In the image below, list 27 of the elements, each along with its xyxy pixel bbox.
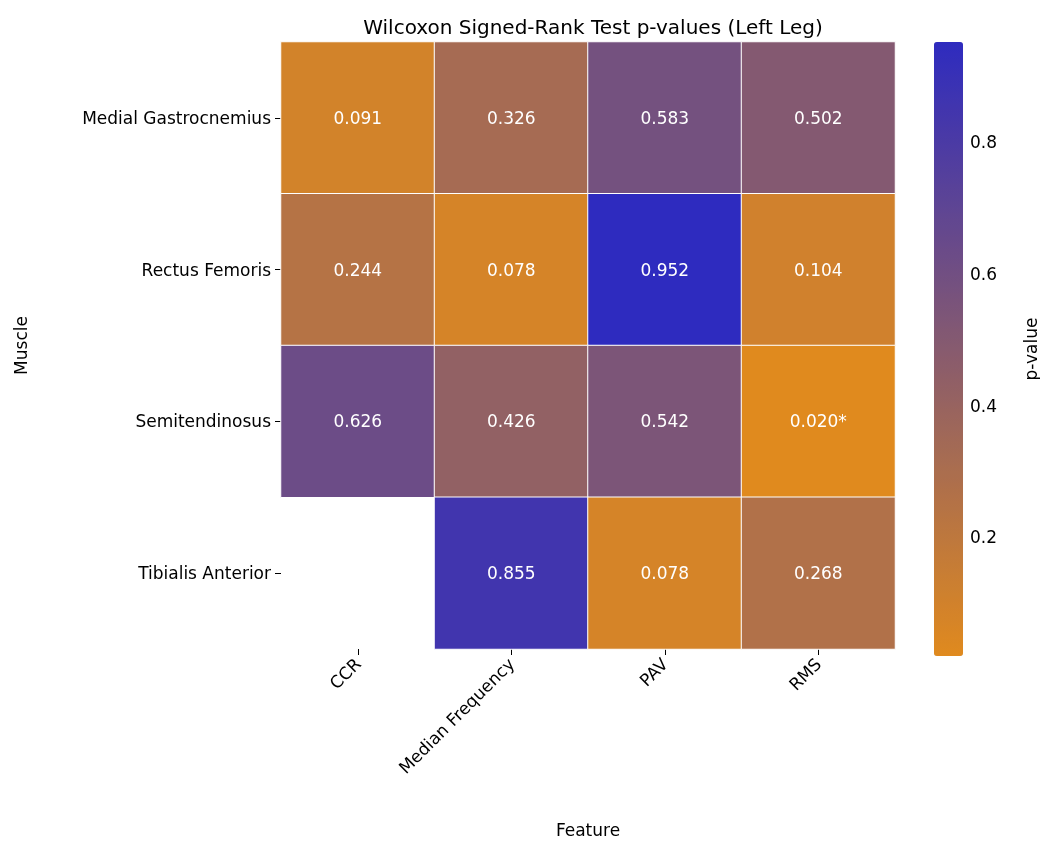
data-label: 0.626 xyxy=(333,411,383,432)
color-bar-label: 0.8 xyxy=(970,132,998,153)
y-tick-label: Rectus Femoris xyxy=(141,259,272,280)
data-label: 0.952 xyxy=(640,259,690,280)
x-axis-title: Feature xyxy=(555,819,621,840)
color-bar-label: 0.4 xyxy=(970,395,998,416)
data-label: 0.583 xyxy=(640,107,690,128)
data-label: 0.502 xyxy=(793,107,843,128)
data-label: 0.244 xyxy=(333,259,383,280)
data-label: 0.326 xyxy=(486,107,536,128)
data-label: 0.426 xyxy=(486,411,536,432)
y-tick-label: Semitendinosus xyxy=(135,411,272,432)
data-label: 0.091 xyxy=(333,107,383,128)
data-label: 0.855 xyxy=(486,563,536,584)
data-label: 0.268 xyxy=(793,563,843,584)
data-label: 0.078 xyxy=(486,259,536,280)
y-axis-title: Muscle xyxy=(10,316,31,375)
data-label: 0.542 xyxy=(640,411,690,432)
color-bar-title: p-value xyxy=(1020,317,1040,381)
data-label: 0.078 xyxy=(640,563,690,584)
color-bar-label: 0.2 xyxy=(970,527,998,548)
chart-title: Wilcoxon Signed-Rank Test p-values (Left Leg) xyxy=(363,15,823,39)
data-label: 0.020* xyxy=(789,411,847,432)
y-tick-label: Tibialis Anterior xyxy=(137,563,272,584)
color-bar-label: 0.6 xyxy=(970,263,998,284)
y-tick-label: Medial Gastrocnemius xyxy=(82,107,272,128)
data-label: 0.104 xyxy=(793,259,843,280)
